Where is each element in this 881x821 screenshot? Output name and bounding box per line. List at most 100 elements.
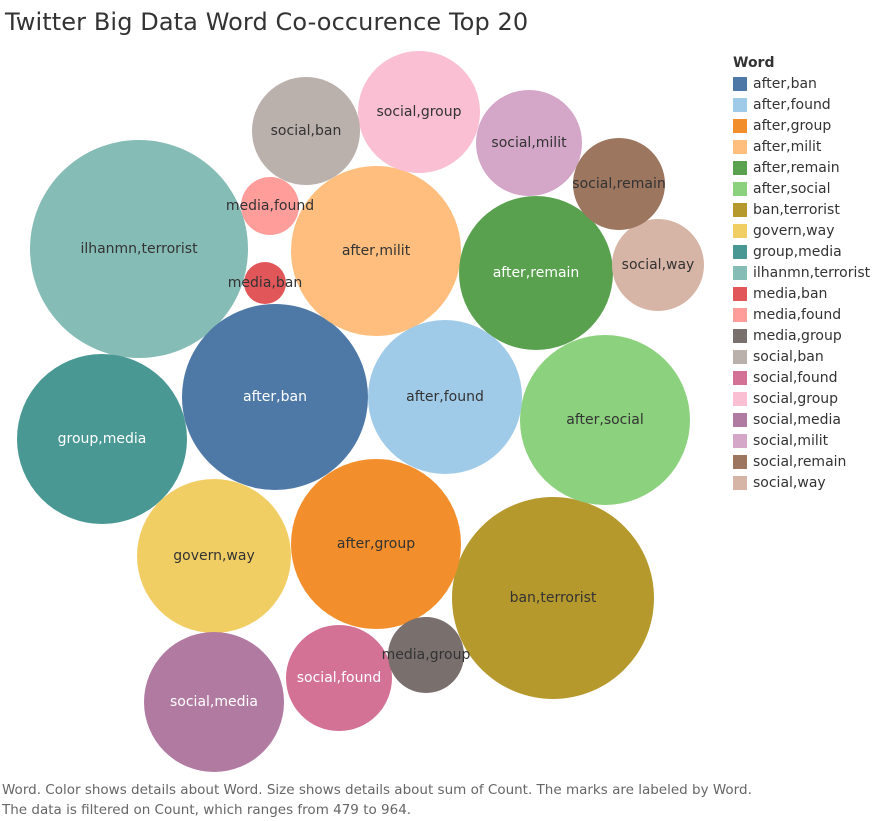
bubble-circle[interactable] bbox=[452, 497, 654, 699]
bubble-social-remain[interactable]: social,remain bbox=[572, 138, 666, 230]
bubble-after-remain[interactable]: after,remain bbox=[459, 196, 613, 350]
legend-item[interactable]: social,milit bbox=[733, 430, 881, 451]
legend-item[interactable]: social,media bbox=[733, 409, 881, 430]
bubble-social-found[interactable]: social,found bbox=[286, 625, 392, 731]
bubble-label: ilhanmn,terrorist bbox=[80, 241, 198, 257]
legend-label: after,group bbox=[753, 117, 832, 134]
bubble-circle[interactable] bbox=[358, 51, 480, 173]
bubble-label: social,way bbox=[622, 257, 695, 273]
bubble-label: media,group bbox=[382, 647, 471, 663]
legend-label: after,remain bbox=[753, 159, 840, 176]
bubble-social-group[interactable]: social,group bbox=[358, 51, 480, 173]
bubble-circle[interactable] bbox=[368, 320, 522, 474]
bubble-after-ban[interactable]: after,ban bbox=[182, 304, 368, 490]
legend-label: social,found bbox=[753, 369, 838, 386]
legend-label: govern,way bbox=[753, 222, 835, 239]
bubble-circle[interactable] bbox=[144, 632, 284, 772]
bubble-label: social,group bbox=[376, 104, 461, 120]
bubble-label: after,group bbox=[337, 536, 415, 552]
legend-item[interactable]: after,group bbox=[733, 115, 881, 136]
legend-item[interactable]: media,group bbox=[733, 325, 881, 346]
bubble-label: social,media bbox=[170, 694, 258, 710]
legend-swatch bbox=[733, 265, 747, 280]
bubble-circle[interactable] bbox=[459, 196, 613, 350]
bubble-circle[interactable] bbox=[286, 625, 392, 731]
legend-swatch bbox=[733, 433, 747, 448]
bubble-after-milit[interactable]: after,milit bbox=[291, 166, 461, 336]
legend-label: media,group bbox=[753, 327, 842, 344]
bubble-label: social,milit bbox=[491, 135, 567, 151]
legend-label: after,found bbox=[753, 96, 831, 113]
legend-item[interactable]: social,remain bbox=[733, 451, 881, 472]
legend-item[interactable]: after,milit bbox=[733, 136, 881, 157]
legend-item[interactable]: ban,terrorist bbox=[733, 199, 881, 220]
bubble-after-group[interactable]: after,group bbox=[291, 459, 461, 629]
legend-item[interactable]: after,ban bbox=[733, 73, 881, 94]
bubble-label: media,ban bbox=[228, 275, 302, 291]
legend-item[interactable]: after,remain bbox=[733, 157, 881, 178]
bubble-govern-way[interactable]: govern,way bbox=[137, 479, 291, 633]
bubble-circle[interactable] bbox=[182, 304, 368, 490]
legend-label: media,ban bbox=[753, 285, 828, 302]
bubble-media-found[interactable]: media,found bbox=[226, 177, 314, 235]
bubble-circle[interactable] bbox=[17, 354, 187, 524]
bubble-social-way[interactable]: social,way bbox=[612, 219, 704, 311]
bubble-circle[interactable] bbox=[388, 617, 464, 693]
bubble-circle[interactable] bbox=[476, 90, 582, 196]
legend-item[interactable]: after,found bbox=[733, 94, 881, 115]
legend-item[interactable]: social,found bbox=[733, 367, 881, 388]
bubble-circle[interactable] bbox=[252, 77, 360, 185]
bubble-label: after,found bbox=[406, 389, 484, 405]
legend-item[interactable]: after,social bbox=[733, 178, 881, 199]
legend-item[interactable]: social,group bbox=[733, 388, 881, 409]
legend-item[interactable]: group,media bbox=[733, 241, 881, 262]
bubble-circle[interactable] bbox=[612, 219, 704, 311]
legend-swatch bbox=[733, 160, 747, 175]
legend-label: after,ban bbox=[753, 75, 817, 92]
legend-swatch bbox=[733, 391, 747, 406]
legend-swatch bbox=[733, 118, 747, 133]
bubble-ilhanmn-terrorist[interactable]: ilhanmn,terrorist bbox=[30, 140, 248, 358]
legend-swatch bbox=[733, 97, 747, 112]
legend-item[interactable]: social,way bbox=[733, 472, 881, 493]
legend-label: ban,terrorist bbox=[753, 201, 840, 218]
bubble-media-group[interactable]: media,group bbox=[382, 617, 471, 693]
legend-swatch bbox=[733, 202, 747, 217]
legend-label: group,media bbox=[753, 243, 842, 260]
legend-label: after,milit bbox=[753, 138, 822, 155]
bubble-circle[interactable] bbox=[137, 479, 291, 633]
bubble-media-ban[interactable]: media,ban bbox=[228, 262, 302, 304]
bubble-social-milit[interactable]: social,milit bbox=[476, 90, 582, 196]
bubble-circle[interactable] bbox=[241, 177, 299, 235]
bubble-label: after,remain bbox=[493, 265, 580, 281]
legend-swatch bbox=[733, 370, 747, 385]
legend-item[interactable]: media,ban bbox=[733, 283, 881, 304]
bubble-label: social,found bbox=[297, 670, 382, 686]
legend-label: social,ban bbox=[753, 348, 824, 365]
bubble-ban-terrorist[interactable]: ban,terrorist bbox=[452, 497, 654, 699]
bubble-after-social[interactable]: after,social bbox=[520, 335, 690, 505]
bubble-after-found[interactable]: after,found bbox=[368, 320, 522, 474]
legend-item[interactable]: social,ban bbox=[733, 346, 881, 367]
legend-item[interactable]: media,found bbox=[733, 304, 881, 325]
bubble-group-media[interactable]: group,media bbox=[17, 354, 187, 524]
legend-label: after,social bbox=[753, 180, 831, 197]
bubble-label: govern,way bbox=[173, 548, 255, 564]
legend-item[interactable]: govern,way bbox=[733, 220, 881, 241]
legend-item[interactable]: ilhanmn,terrorist bbox=[733, 262, 881, 283]
bubble-circle[interactable] bbox=[244, 262, 286, 304]
legend-label: social,remain bbox=[753, 453, 847, 470]
bubble-social-media[interactable]: social,media bbox=[144, 632, 284, 772]
bubble-circle[interactable] bbox=[291, 459, 461, 629]
legend-swatch bbox=[733, 139, 747, 154]
bubble-circle[interactable] bbox=[573, 138, 665, 230]
bubble-social-ban[interactable]: social,ban bbox=[252, 77, 360, 185]
bubble-circle[interactable] bbox=[520, 335, 690, 505]
bubble-chart: ilhanmn,terrorist ban,terrorist after,ban a… bbox=[17, 51, 704, 772]
bubble-label: after,social bbox=[566, 412, 644, 428]
legend-swatch bbox=[733, 181, 747, 196]
bubble-circle[interactable] bbox=[30, 140, 248, 358]
legend-label: social,media bbox=[753, 411, 841, 428]
bubble-circle[interactable] bbox=[291, 166, 461, 336]
legend-swatch bbox=[733, 223, 747, 238]
